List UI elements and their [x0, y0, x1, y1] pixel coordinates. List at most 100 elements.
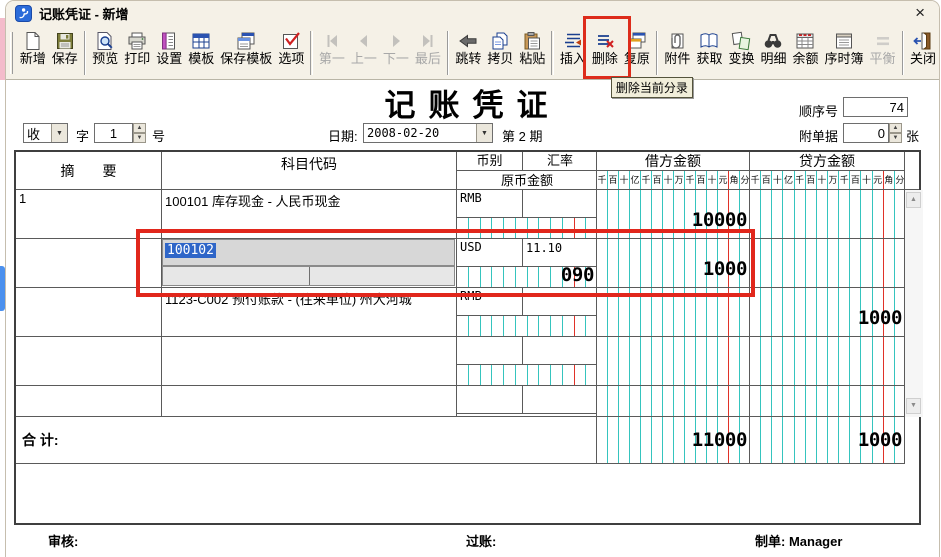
digit-cell: 千 [597, 171, 608, 190]
digit-cell [597, 417, 608, 463]
toolbar-button-balance[interactable]: 余额 [789, 28, 821, 78]
digit-cell [873, 386, 884, 416]
toolbar-button-close[interactable]: 关闭 [907, 28, 939, 78]
summary-cell[interactable] [16, 239, 162, 287]
digit-cell [828, 337, 840, 385]
account-cell[interactable] [162, 386, 457, 416]
digit-cell [528, 218, 540, 238]
close-icon[interactable]: × [915, 3, 925, 22]
summary-cell[interactable] [16, 288, 162, 336]
orig-amount-strip [457, 365, 597, 385]
detail-edit-cell[interactable] [162, 266, 455, 286]
scroll-down-icon[interactable]: ▼ [906, 398, 921, 414]
credit-cell[interactable] [750, 190, 905, 238]
account-cell[interactable]: 100102 [162, 239, 457, 287]
spin-up-icon[interactable]: ▲ [889, 123, 902, 133]
summary-cell[interactable] [16, 337, 162, 385]
currency-cell[interactable] [457, 337, 597, 385]
debit-cell[interactable]: 1000 [597, 239, 750, 287]
grid-row: 1123-C002 预付账款 - (往来单位) 州大河城 RMB 1000 [16, 288, 905, 337]
toolbar-button-label: 跳转 [455, 51, 482, 66]
digit-cell [861, 417, 873, 463]
toolbar-button-insert[interactable]: 插入 [557, 28, 589, 78]
date-select[interactable]: 2008-02-20 ▼ [363, 123, 493, 143]
currency-cell[interactable]: USD 11.10 090 [457, 239, 597, 287]
credit-cell[interactable] [750, 386, 905, 416]
grid-row: 1 100101 库存现金 - 人民币现金 RMB 10000 [16, 190, 905, 239]
digit-cell: 千 [795, 171, 806, 190]
account-text: 1123-C002 预付账款 - (往来单位) 州大河城 [165, 292, 412, 307]
toolbar-button-copy[interactable]: 拷贝 [484, 28, 516, 78]
grid-scrollbar[interactable]: ▲ ▼ [905, 190, 923, 417]
toolbar-button-journal[interactable]: 序时簿 [822, 28, 867, 78]
digit-cell [652, 337, 663, 385]
account-cell[interactable]: 1123-C002 预付账款 - (往来单位) 州大河城 [162, 288, 457, 336]
digit-cell [551, 316, 563, 336]
currency-code: RMB [457, 288, 523, 315]
account-cell[interactable] [162, 337, 457, 385]
currency-cell[interactable]: RMB [457, 288, 597, 336]
toolbar-button-paste[interactable]: 粘贴 [516, 28, 548, 78]
spin-up-icon[interactable]: ▲ [133, 123, 146, 133]
attach-spinner[interactable]: ▲ ▼ [889, 123, 902, 143]
toolbar-button-new[interactable]: 新增 [17, 28, 49, 78]
toolbar-button-options[interactable]: 选项 [275, 28, 307, 78]
summary-cell[interactable]: 1 [16, 190, 162, 238]
digit-cell [481, 218, 493, 238]
toolbar-button-settings[interactable]: 设置 [153, 28, 185, 78]
toolbar-button-save-template[interactable]: 保存模板 [217, 28, 275, 78]
settings-icon [158, 30, 180, 51]
account-edit-cell[interactable]: 100102 [162, 239, 455, 266]
voucher-word-select[interactable]: 收 ▼ [23, 123, 68, 143]
summary-cell[interactable] [16, 386, 162, 416]
toolbar-button-balance-even: 平衡 [867, 28, 899, 78]
digit-cell: 角 [884, 171, 895, 190]
digit-cell [551, 267, 563, 287]
digit-cell [674, 190, 685, 238]
credit-cell[interactable] [750, 337, 905, 385]
debit-cell[interactable] [597, 288, 750, 336]
digit-cell [457, 316, 469, 336]
digit-cell [575, 267, 587, 287]
chevron-down-icon[interactable]: ▼ [51, 124, 67, 142]
toolbar-separator [551, 31, 554, 75]
voucher-number-spinner[interactable]: ▲ ▼ [133, 123, 146, 143]
spin-down-icon[interactable]: ▼ [133, 133, 146, 143]
toolbar-button-jump[interactable]: 跳转 [452, 28, 484, 78]
attach-input[interactable]: 0 [843, 123, 889, 143]
voucher-number-input[interactable]: 1 [94, 123, 133, 143]
digit-cell [663, 386, 674, 416]
toolbar-button-preview[interactable]: 预览 [89, 28, 121, 78]
debit-cell[interactable] [597, 386, 750, 416]
toolbar-button-print[interactable]: 打印 [121, 28, 153, 78]
chevron-down-icon[interactable]: ▼ [476, 124, 492, 142]
toolbar-button-attachment[interactable]: 附件 [661, 28, 693, 78]
toolbar-button-restore[interactable]: 复原 [621, 28, 653, 78]
currency-top: USD 11.10 [457, 239, 596, 267]
toolbar-button-template[interactable]: 模板 [185, 28, 217, 78]
debit-cell[interactable]: 10000 [597, 190, 750, 238]
toolbar-button-transform[interactable]: 变换 [725, 28, 757, 78]
currency-cell[interactable]: RMB [457, 190, 597, 238]
credit-cell[interactable]: 1000 [750, 288, 905, 336]
toolbar-button-save[interactable]: 保存 [49, 28, 81, 78]
digit-cell [457, 267, 469, 287]
toolbar-button-delete[interactable]: 删除 [589, 28, 621, 78]
toolbar-button-detail[interactable]: 明细 [757, 28, 789, 78]
credit-cell[interactable] [750, 239, 905, 287]
scroll-up-icon[interactable]: ▲ [906, 192, 921, 208]
debit-cell[interactable] [597, 337, 750, 385]
digit-cell [528, 316, 540, 336]
seq-input[interactable]: 74 [843, 97, 908, 117]
currency-cell[interactable] [457, 386, 597, 416]
digit-cell [817, 190, 828, 238]
toolbar-button-fetch[interactable]: 获取 [693, 28, 725, 78]
digit-cell [516, 316, 528, 336]
digit-cell [597, 288, 608, 336]
digit-cell: 十 [663, 171, 674, 190]
currency-code [457, 337, 523, 364]
digit-cell [761, 337, 773, 385]
spin-down-icon[interactable]: ▼ [889, 133, 902, 143]
account-cell[interactable]: 100101 库存现金 - 人民币现金 [162, 190, 457, 238]
digit-cell [795, 239, 806, 287]
